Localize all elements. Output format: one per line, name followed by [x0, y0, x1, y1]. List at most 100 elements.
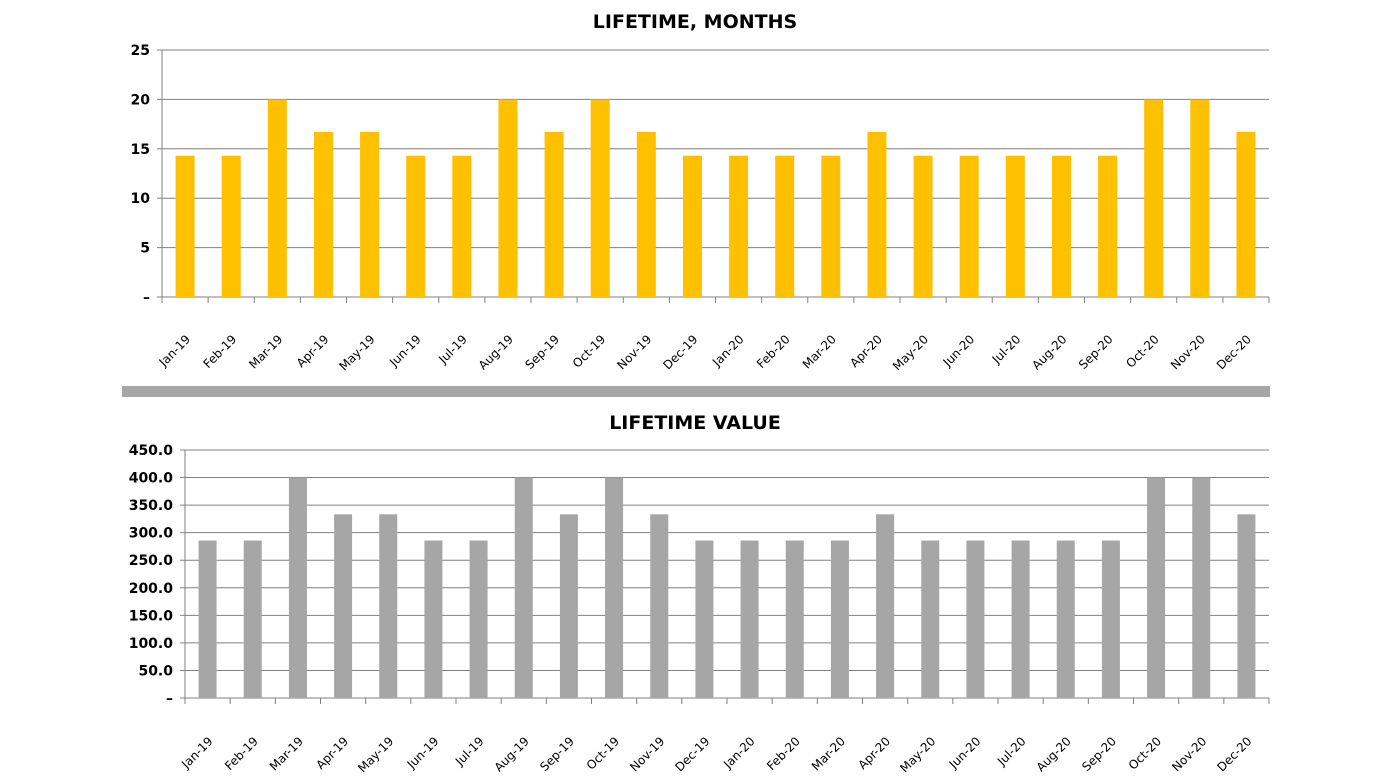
- x-tick-label: Aug-19: [476, 332, 516, 372]
- x-tick-label: Sep-20: [1076, 332, 1116, 372]
- bar-feb-19: [243, 540, 262, 698]
- x-tick-label: Jun-20: [940, 332, 978, 370]
- x-tick-label: May-20: [890, 332, 931, 373]
- y-tick-label: –: [166, 691, 173, 707]
- x-tick-label: Jan-20: [720, 734, 758, 772]
- bar-jul-20: [1005, 155, 1025, 297]
- x-tick-label: Apr-19: [294, 332, 332, 370]
- y-tick-label: 250.0: [129, 553, 174, 569]
- bar-apr-19: [334, 514, 353, 698]
- x-tick-label: May-19: [337, 332, 378, 373]
- x-tick-label: Nov-19: [614, 332, 654, 372]
- bar-sep-19: [544, 132, 564, 297]
- x-tick-label: Dec-19: [672, 734, 712, 774]
- bar-oct-19: [590, 99, 610, 298]
- y-tick-label: 15: [131, 142, 150, 158]
- x-tick-label: Feb-19: [201, 332, 240, 371]
- x-tick-label: Jan-19: [156, 332, 194, 370]
- x-tick-label: Aug-19: [492, 734, 532, 774]
- bar-aug-20: [1051, 155, 1071, 297]
- bar-jan-19: [198, 540, 217, 698]
- x-tick-label: Dec-19: [660, 332, 700, 372]
- x-tick-label: Jun-19: [404, 734, 442, 772]
- y-tick-label: 50.0: [138, 663, 173, 679]
- x-tick-label: Apr-20: [855, 734, 893, 772]
- bar-nov-19: [650, 514, 669, 698]
- x-tick-label: Sep-19: [522, 332, 562, 372]
- bar-jun-20: [966, 540, 985, 698]
- bar-sep-19: [559, 514, 578, 698]
- bar-may-19: [360, 132, 380, 297]
- x-tick-label: Mar-20: [800, 332, 839, 371]
- x-tick-label: Jan-19: [178, 734, 216, 772]
- y-tick-label: 450.0: [129, 443, 174, 459]
- lifetime-months-chart: LIFETIME, MONTHS –5 10 15 20 25 Jan-19 Feb-19 M…: [0, 0, 1390, 380]
- bar-jan-19: [175, 155, 195, 297]
- x-tick-label: May-19: [355, 734, 396, 775]
- bar-oct-19: [605, 477, 624, 698]
- y-tick-label: 400.0: [129, 471, 174, 487]
- x-tick-label: Jun-19: [386, 332, 424, 370]
- x-tick-label: Feb-20: [754, 332, 793, 371]
- x-tick-label: May-20: [897, 734, 938, 775]
- chart-separator: [122, 386, 1270, 397]
- bar-jun-19: [406, 155, 426, 297]
- y-tick-label: 300.0: [129, 526, 174, 542]
- bar-dec-19: [682, 155, 702, 297]
- x-tick-label: Apr-19: [313, 734, 351, 772]
- x-tick-label: Feb-20: [764, 734, 803, 773]
- bar-oct-20: [1144, 99, 1164, 298]
- y-tick-label: 350.0: [129, 498, 174, 514]
- bar-nov-19: [636, 132, 656, 297]
- bar-may-20: [921, 540, 940, 698]
- x-tick-label: Jul-19: [452, 734, 487, 769]
- bar-jun-19: [424, 540, 443, 698]
- lifetime-value-chart-svg: LIFETIME VALUE – 50.0 100.0 150.0 200.0 250.0…: [129, 412, 1270, 775]
- x-tick-label: Oct-20: [1123, 332, 1161, 370]
- bar-oct-20: [1147, 477, 1166, 698]
- bar-may-19: [379, 514, 398, 698]
- bar-jun-20: [959, 155, 979, 297]
- x-tick-label: Apr-20: [847, 332, 885, 370]
- x-tick-label: Nov-20: [1169, 734, 1209, 774]
- x-tick-label: Sep-19: [537, 734, 577, 774]
- lifetime-value-chart: LIFETIME VALUE – 50.0 100.0 150.0 200.0 250.0…: [0, 400, 1390, 783]
- y-tick-label: 5: [140, 241, 150, 257]
- x-tick-label: Nov-19: [627, 734, 667, 774]
- x-tick-label: Jul-19: [435, 332, 470, 367]
- x-tick-label: Dec-20: [1214, 734, 1254, 774]
- y-tick-label: 25: [131, 43, 150, 59]
- bar-mar-19: [267, 99, 287, 298]
- x-tick-label: Mar-19: [246, 332, 285, 371]
- y-tick-label: 150.0: [129, 608, 174, 624]
- x-tick-label: Oct-19: [584, 734, 622, 772]
- bar-nov-20: [1190, 99, 1210, 298]
- x-tick-label: Aug-20: [1029, 332, 1069, 372]
- bar-jan-20: [740, 540, 759, 698]
- bar-apr-20: [867, 132, 887, 297]
- bar-dec-19: [695, 540, 714, 698]
- bar-aug-19: [514, 477, 533, 698]
- x-tick-label: Aug-20: [1034, 734, 1074, 774]
- bar-feb-20: [775, 155, 795, 297]
- y-tick-label: 200.0: [129, 581, 174, 597]
- bar-mar-20: [830, 540, 849, 698]
- x-tick-label: Oct-19: [570, 332, 608, 370]
- bar-jul-20: [1011, 540, 1030, 698]
- bar-apr-20: [876, 514, 895, 698]
- bar-aug-19: [498, 99, 518, 298]
- x-tick-label: Jan-20: [709, 332, 747, 370]
- bar-aug-20: [1056, 540, 1075, 698]
- chart-title: LIFETIME, MONTHS: [593, 11, 797, 33]
- bar-jan-20: [729, 155, 749, 297]
- x-tick-label: Dec-20: [1214, 332, 1254, 372]
- bar-jul-19: [469, 540, 488, 698]
- y-tick-label: 10: [131, 191, 151, 207]
- x-tick-label: Jun-20: [946, 734, 984, 772]
- y-tick-label: 100.0: [129, 636, 174, 652]
- x-tick-label: Nov-20: [1168, 332, 1208, 372]
- bar-may-20: [913, 155, 933, 297]
- y-tick-label: 20: [131, 92, 151, 108]
- bar-feb-19: [221, 155, 241, 297]
